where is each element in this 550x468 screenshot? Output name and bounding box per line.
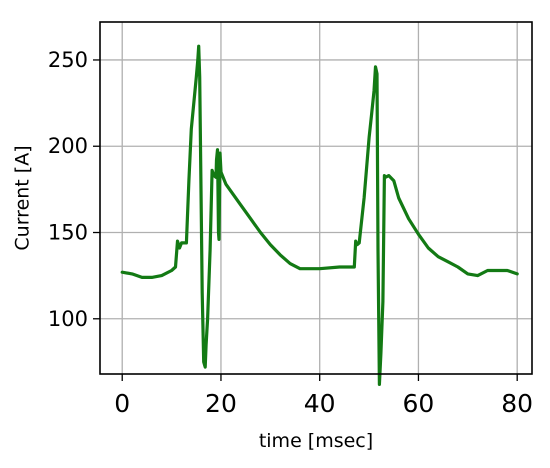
y-tick-label: 200 (48, 134, 88, 158)
x-axis-title: time [msec] (259, 430, 373, 452)
grid-lines (100, 22, 532, 374)
series-line-0 (120, 44, 519, 386)
x-axis: 0 20 40 60 80 (114, 374, 533, 418)
y-tick-label: 100 (48, 307, 88, 331)
y-tick-label: 250 (48, 48, 88, 72)
x-tick-label: 0 (114, 389, 130, 418)
plot-frame (99, 21, 533, 375)
x-tick-label: 20 (205, 389, 237, 418)
y-axis: 100 150 200 250 (48, 48, 100, 331)
x-tick-label: 40 (304, 389, 336, 418)
x-tick-label: 80 (501, 389, 533, 418)
series-layer (120, 44, 519, 386)
y-tick-label: 150 (48, 221, 88, 245)
y-axis-title: Current [A] (12, 145, 34, 250)
x-tick-label: 60 (403, 389, 435, 418)
